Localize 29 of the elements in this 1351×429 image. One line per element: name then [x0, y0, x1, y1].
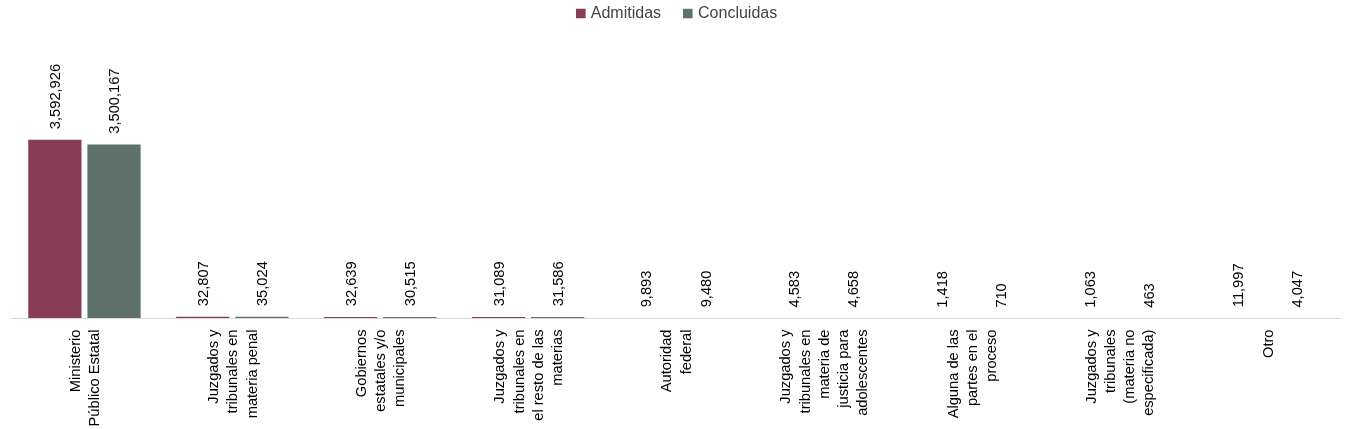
x-tick-label: Juzgados y tribunales en el resto de las materias — [491, 328, 565, 421]
x-tick-label: Ministerio Público Estatal — [66, 329, 103, 427]
x-tick-label: Juzgados y tribunales (materia no especificada) — [1082, 328, 1157, 416]
data-label: 463 — [1141, 283, 1158, 308]
data-label: 11,997 — [1229, 263, 1246, 308]
data-label: 32,639 — [342, 261, 359, 307]
data-label: 35,024 — [253, 261, 270, 307]
data-label: 31,089 — [490, 261, 507, 307]
x-tick-label: Gobiernos estatales y/o municipales — [353, 329, 408, 412]
data-label: 1,063 — [1082, 271, 1099, 308]
legend-label: Admitidas — [590, 4, 662, 22]
data-label: 9,480 — [697, 270, 714, 308]
x-tick-label: Autoridad federal — [658, 329, 694, 393]
data-label: 4,047 — [1289, 270, 1306, 308]
x-tick-label: Juzgados y tribunales en materia de justicia para adolescentes — [777, 328, 871, 416]
data-label: 710 — [993, 283, 1010, 308]
data-label: 32,807 — [194, 261, 211, 307]
data-label: 4,658 — [845, 270, 862, 308]
data-label: 1,418 — [934, 271, 951, 308]
data-label: 3,500,167 — [106, 68, 123, 134]
legend-label: Concluidas — [698, 4, 778, 22]
data-label: 30,515 — [401, 261, 418, 307]
x-tick-label: Alguna de las partes en el proceso — [944, 329, 999, 419]
data-label: 4,583 — [786, 270, 803, 308]
data-label: 9,893 — [638, 270, 655, 308]
data-label: 3,592,926 — [46, 63, 63, 130]
data-label: 31,586 — [549, 261, 566, 307]
x-tick-label: Otro — [1259, 329, 1276, 358]
x-tick-label: Juzgados y tribunales en materia penal — [205, 328, 260, 419]
